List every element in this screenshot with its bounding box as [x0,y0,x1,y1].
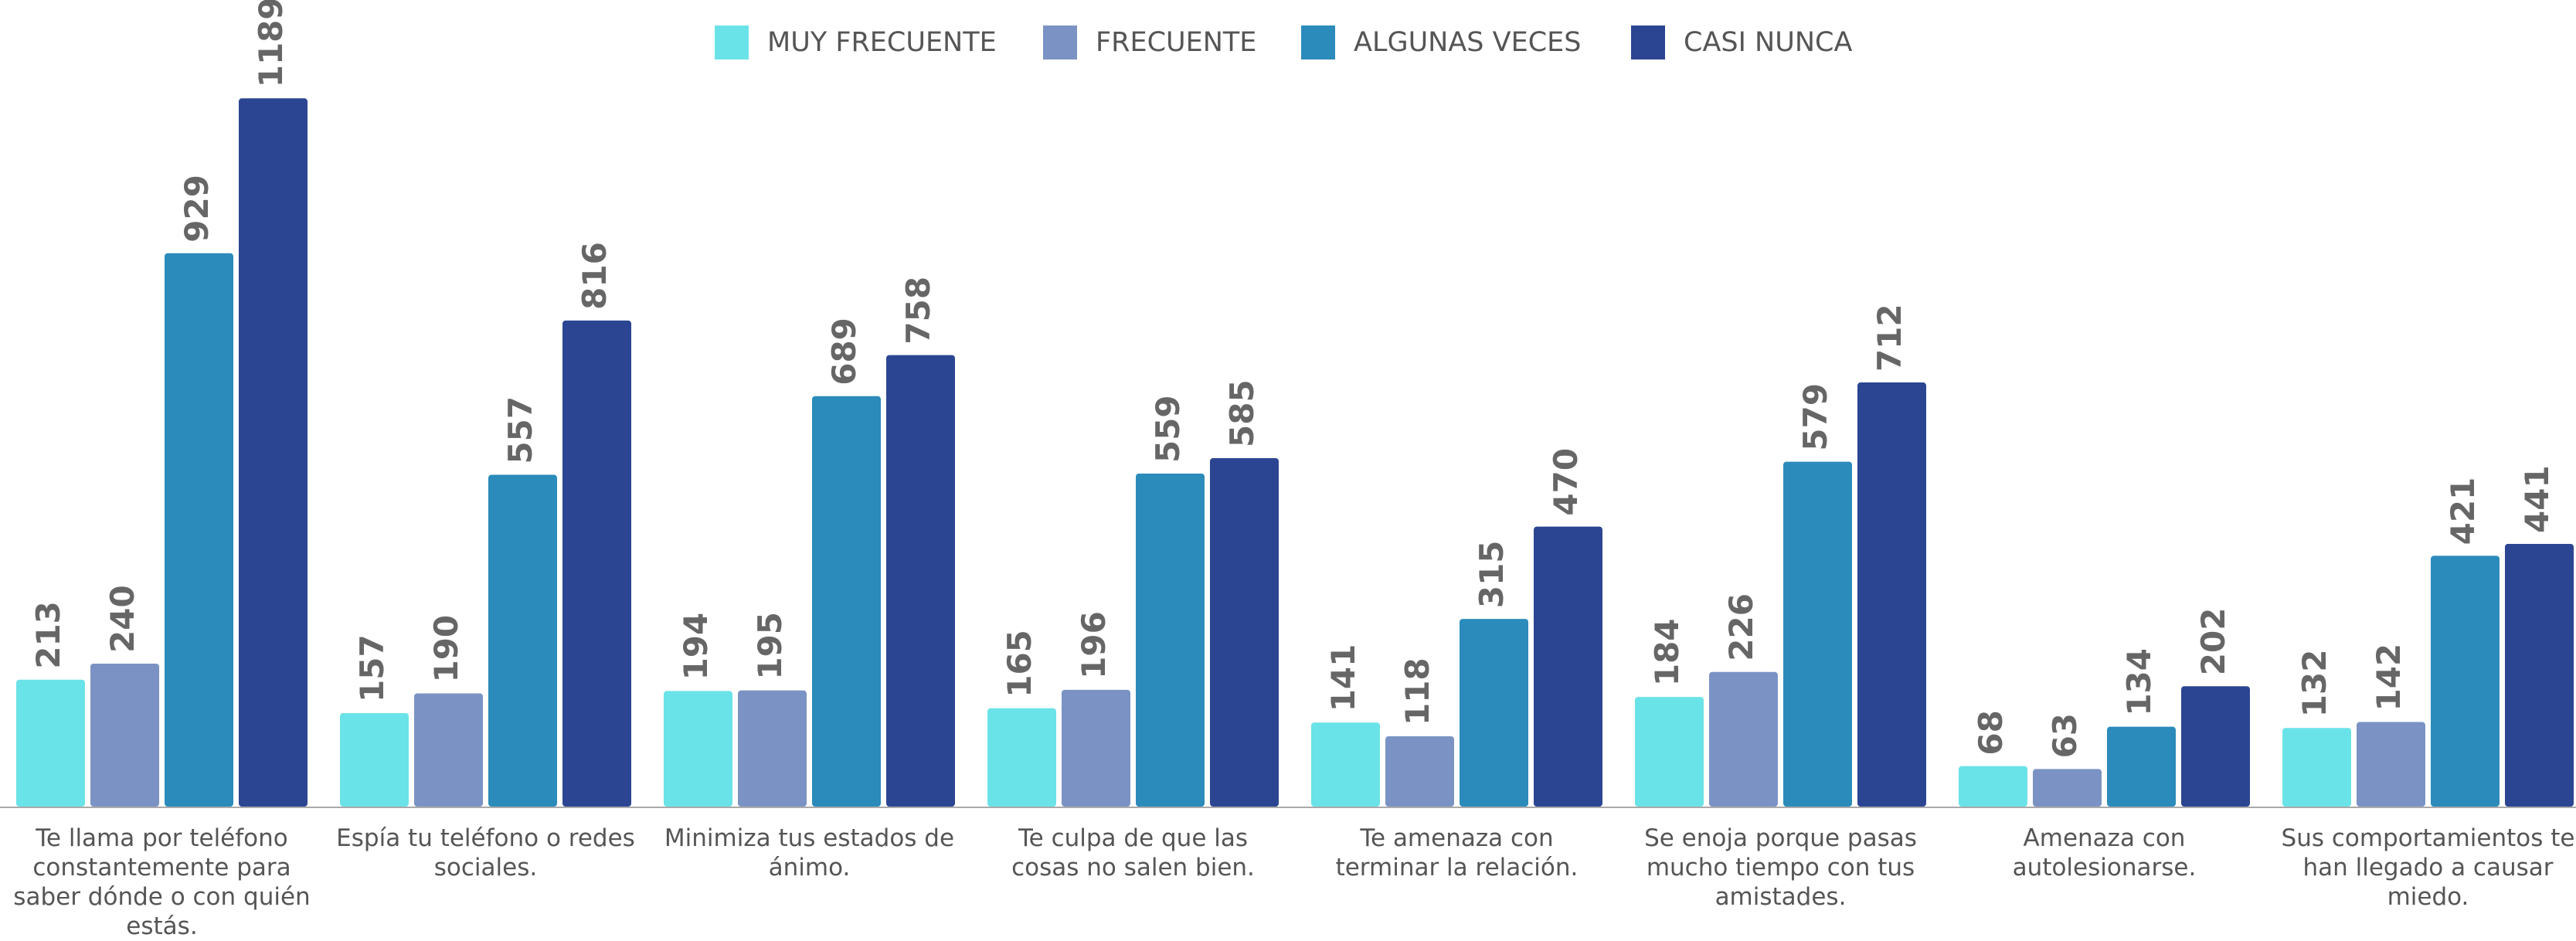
x-tick-label: Te culpa de que las cosas no salen bien. [983,824,1284,882]
legend-label: FRECUENTE [1096,27,1256,58]
legend-swatch [715,25,749,59]
value-label: 758 [899,277,937,345]
x-tick-label: Te amenaza con terminar la relación. [1307,824,1608,882]
value-label: 421 [2444,477,2482,545]
bar [488,475,557,807]
bar [812,396,881,807]
value-label: 816 [576,242,613,310]
value-label: 213 [29,601,67,669]
bar [2181,686,2250,807]
x-tick-label: Te llama por teléfono constantemente par… [12,824,313,941]
legend-swatch [1631,25,1665,59]
bar [239,98,308,807]
legend-label: MUY FRECUENTE [767,27,997,58]
value-label: 1189 [252,0,290,87]
value-label: 141 [1324,644,1362,712]
value-label: 190 [427,615,465,683]
bar [1709,672,1778,807]
value-label: 195 [751,612,789,680]
bar [2107,727,2176,807]
bar [2505,544,2574,807]
value-label: 157 [353,634,391,702]
legend-swatch [1043,25,1077,59]
value-label: 585 [1223,379,1261,447]
bar [90,664,159,807]
legend-swatch [1301,25,1335,59]
value-label: 184 [1648,618,1686,686]
value-label: 712 [1871,304,1908,372]
value-label: 470 [1547,448,1585,516]
value-label: 226 [1722,593,1760,661]
bar [1959,766,2027,807]
value-label: 689 [825,318,863,386]
value-label: 165 [1001,630,1038,698]
x-tick-label: Amenaza con autolesionarse. [1954,824,2255,882]
bar [165,253,233,807]
bar [1857,382,1926,807]
bar [1136,474,1205,807]
legend-label: ALGUNAS VECES [1354,27,1581,58]
value-label: 559 [1149,395,1187,463]
bar [2033,769,2102,807]
bar [2282,728,2351,807]
x-tick-label: Espía tu teléfono o redes sociales. [335,824,637,882]
bar [1385,736,1454,807]
value-label: 196 [1075,611,1113,679]
bar [1635,697,1704,807]
value-label: 132 [2296,650,2333,718]
bar [886,355,955,807]
x-tick-label: Minimiza tus estados de ánimo. [659,824,960,882]
x-tick-label: Se enoja porque pasas mucho tiempo con t… [1630,824,1932,912]
bar [1460,619,1528,807]
value-label: 194 [677,613,715,681]
value-label: 118 [1398,657,1436,725]
value-label: 557 [501,396,539,464]
bar [2431,555,2500,807]
value-label: 441 [2518,465,2556,533]
bar [414,694,483,807]
bar [2357,722,2425,807]
bar [1783,462,1852,807]
value-label: 134 [2120,648,2158,716]
bar [987,708,1056,807]
bar [1311,722,1380,807]
value-label: 579 [1796,383,1834,451]
bar [1534,527,1602,807]
bar [664,691,732,807]
bar [16,680,85,807]
bar [1210,458,1279,807]
value-label: 142 [2370,644,2408,712]
bar [1062,690,1130,807]
bar [562,321,631,807]
x-tick-label: Sus comportamientos te han llegado a cau… [2278,824,2576,912]
value-label: 315 [1473,540,1511,608]
legend-label: CASI NUNCA [1684,27,1852,58]
value-label: 63 [2046,713,2084,758]
value-label: 929 [178,175,216,243]
value-label: 68 [1972,710,2010,755]
value-label: 240 [104,585,141,653]
value-label: 202 [2194,608,2232,676]
bar [738,691,807,807]
bar [340,713,409,807]
